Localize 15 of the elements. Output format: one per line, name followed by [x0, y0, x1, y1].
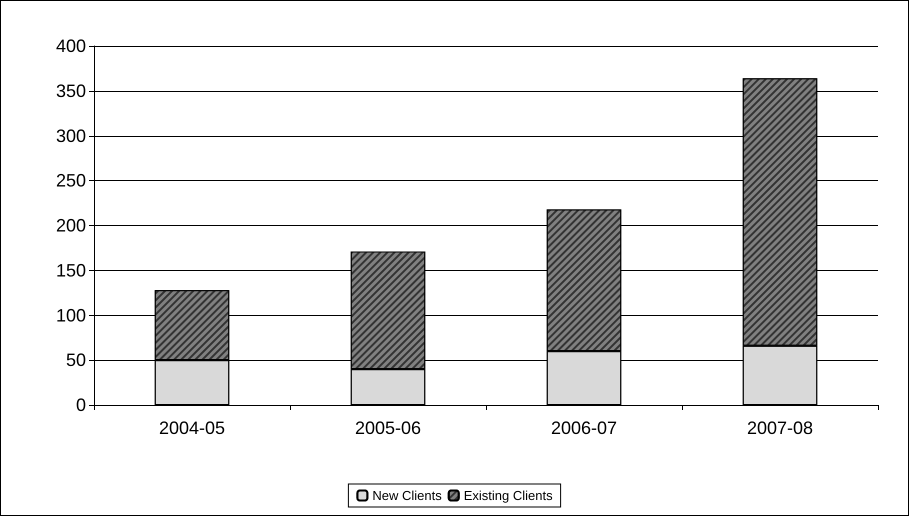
y-tick-label: 50: [66, 350, 86, 370]
legend-label: New Clients: [372, 488, 442, 503]
x-tick-label: 2004-05: [158, 418, 226, 438]
y-tick-label: 400: [56, 36, 86, 56]
y-tick-label: 0: [76, 395, 86, 415]
legend-label: Existing Clients: [464, 488, 554, 503]
y-tick-label: 150: [56, 260, 86, 280]
x-tick-label: 2005-06: [354, 418, 422, 438]
x-tick-label: 2006-07: [550, 418, 618, 438]
y-tick-label: 100: [56, 305, 86, 326]
y-tick-label: 300: [56, 126, 86, 146]
y-tick-label: 350: [56, 80, 86, 101]
y-tick-label: 200: [56, 216, 86, 236]
x-tick-label: 2007-08: [746, 418, 814, 438]
y-tick-label: 250: [56, 170, 86, 191]
